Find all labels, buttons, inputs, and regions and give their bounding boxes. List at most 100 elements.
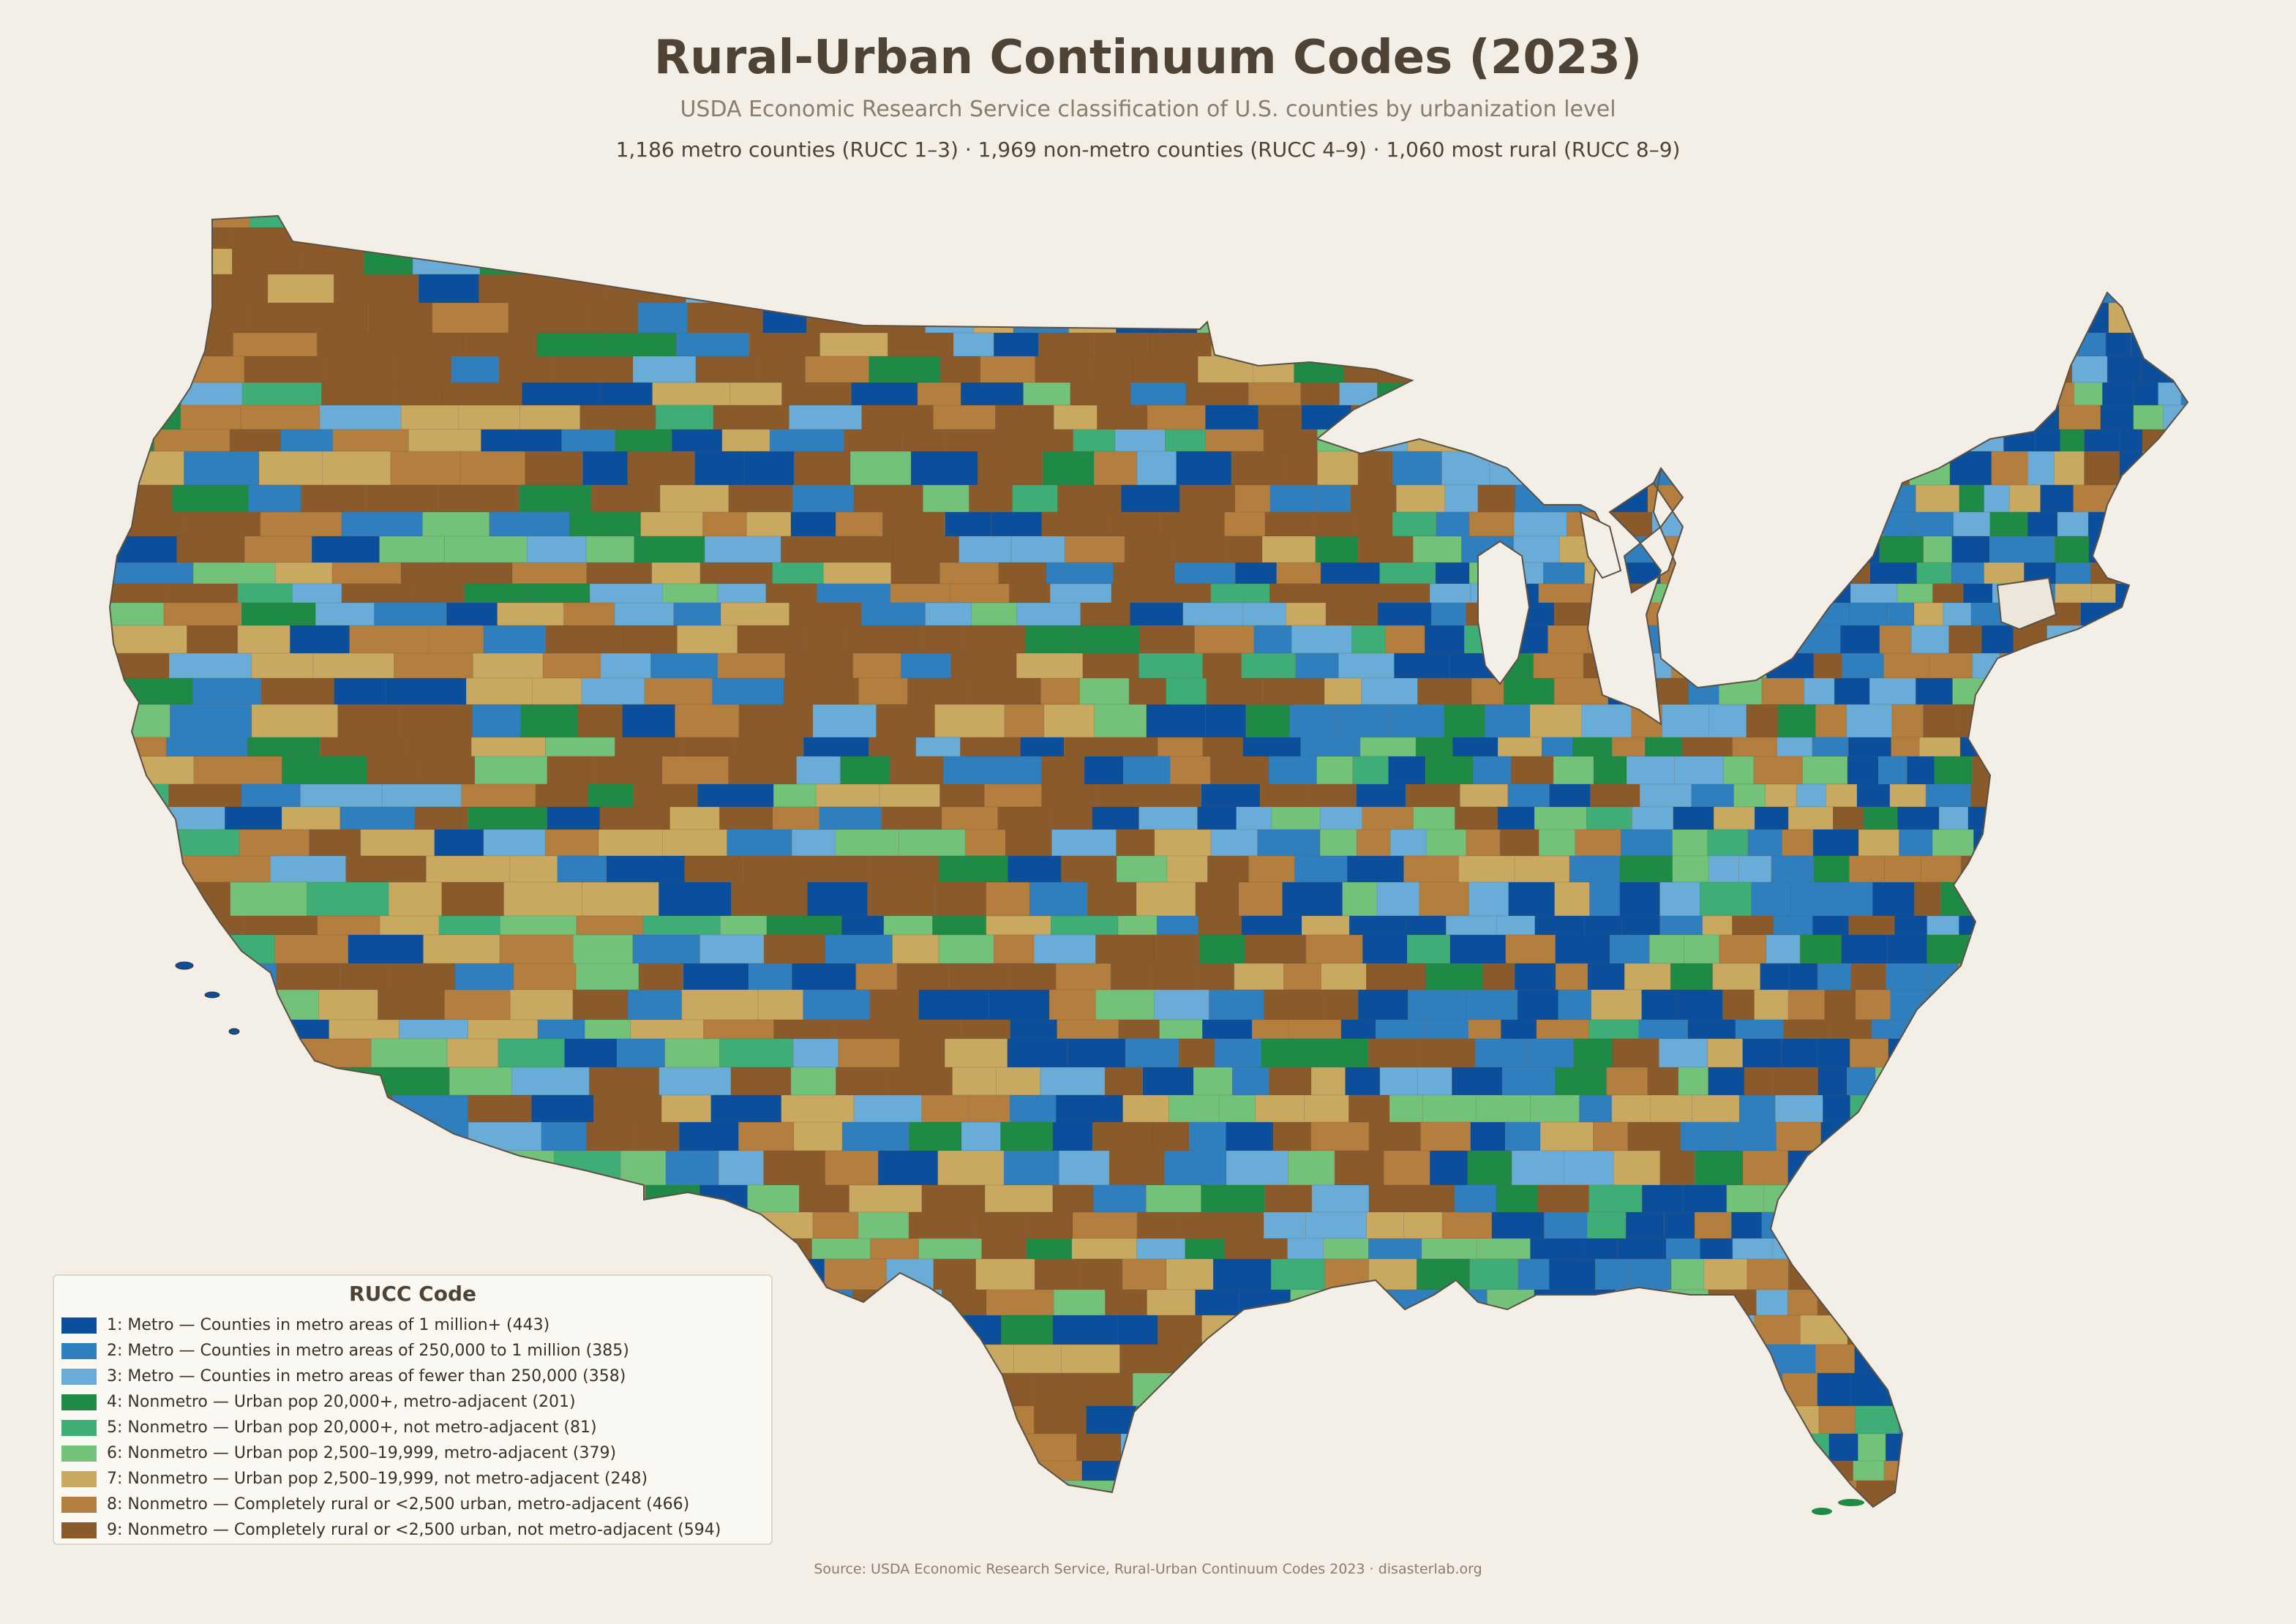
county — [1553, 602, 1607, 626]
county — [1891, 704, 1924, 738]
county — [319, 1121, 386, 1151]
county — [735, 248, 809, 275]
county — [598, 829, 663, 857]
county — [1614, 216, 1648, 228]
county — [1185, 382, 1249, 406]
county — [1435, 562, 1470, 584]
county — [1257, 829, 1321, 857]
county — [1514, 1508, 1564, 1535]
legend-swatch — [61, 1368, 97, 1385]
county — [320, 737, 407, 757]
county — [1413, 535, 1462, 563]
county — [991, 511, 1043, 537]
county — [110, 881, 165, 917]
county — [747, 1184, 800, 1213]
county — [1374, 1508, 1423, 1535]
county — [1951, 562, 1984, 584]
county — [961, 1121, 1001, 1151]
county — [1116, 227, 1171, 249]
county — [627, 451, 695, 486]
county — [1263, 429, 1318, 452]
county — [1356, 783, 1406, 808]
county — [815, 1372, 886, 1407]
county — [1241, 915, 1302, 936]
county — [2161, 511, 2188, 537]
county — [1864, 332, 1899, 357]
legend-swatch — [61, 1342, 97, 1359]
county — [585, 535, 635, 563]
county — [2040, 756, 2066, 785]
county — [401, 1184, 459, 1213]
county — [1951, 1150, 1995, 1186]
county — [282, 756, 367, 785]
county — [1279, 274, 1339, 304]
county — [110, 405, 181, 430]
county — [1831, 1019, 1872, 1040]
county — [1686, 1405, 1731, 1435]
county — [948, 963, 1008, 990]
county — [183, 274, 269, 304]
county — [2095, 855, 2130, 883]
county — [1948, 625, 1982, 654]
county — [765, 583, 817, 604]
county — [2166, 1067, 2188, 1096]
county — [1881, 274, 1928, 304]
county — [2054, 451, 2085, 486]
county — [1772, 1238, 1822, 1260]
county — [1390, 829, 1427, 857]
county — [1949, 451, 1992, 486]
county — [1760, 963, 1790, 990]
county — [1555, 934, 1610, 964]
county — [2020, 332, 2053, 357]
county — [2153, 1019, 2177, 1040]
county — [1394, 653, 1450, 679]
county — [1886, 934, 1928, 964]
county — [1952, 382, 1997, 406]
county — [1842, 653, 1884, 679]
county — [110, 1150, 176, 1186]
county — [1925, 783, 1971, 808]
county — [1132, 356, 1198, 383]
county — [1482, 405, 1536, 430]
legend-label: 7: Nonmetro — Urban pop 2,500–19,999, no… — [107, 1470, 648, 1488]
county — [1922, 1238, 1967, 1260]
county — [1357, 989, 1408, 1020]
county — [1871, 1019, 1918, 1040]
county — [1724, 625, 1755, 654]
county — [566, 227, 633, 249]
county — [537, 1019, 585, 1040]
county — [322, 356, 394, 383]
county — [1152, 1121, 1190, 1151]
county — [1649, 934, 1684, 964]
county — [1644, 1433, 1678, 1462]
county — [1845, 511, 1884, 537]
county — [2161, 332, 2188, 357]
county — [1824, 989, 1856, 1020]
county — [110, 248, 161, 275]
county — [1989, 356, 2033, 383]
county — [561, 429, 615, 452]
county — [1168, 1094, 1220, 1123]
county — [871, 248, 914, 275]
county — [1459, 1405, 1516, 1435]
county — [1959, 704, 1995, 738]
county — [1068, 1480, 1130, 1507]
county — [1677, 1433, 1709, 1462]
county — [1589, 881, 1620, 917]
county — [789, 405, 862, 430]
county — [1906, 1094, 1941, 1123]
county — [2011, 1344, 2041, 1374]
county — [1105, 1289, 1147, 1316]
county — [1336, 704, 1391, 738]
county — [2085, 989, 2112, 1020]
county — [2180, 451, 2188, 486]
county — [2112, 1372, 2136, 1407]
county — [2068, 881, 2102, 917]
county — [1013, 1344, 1062, 1374]
county — [449, 1067, 512, 1096]
county — [1201, 1184, 1265, 1213]
county — [1875, 382, 1911, 406]
county — [1491, 1211, 1545, 1239]
county — [737, 737, 804, 757]
county — [1049, 806, 1093, 830]
